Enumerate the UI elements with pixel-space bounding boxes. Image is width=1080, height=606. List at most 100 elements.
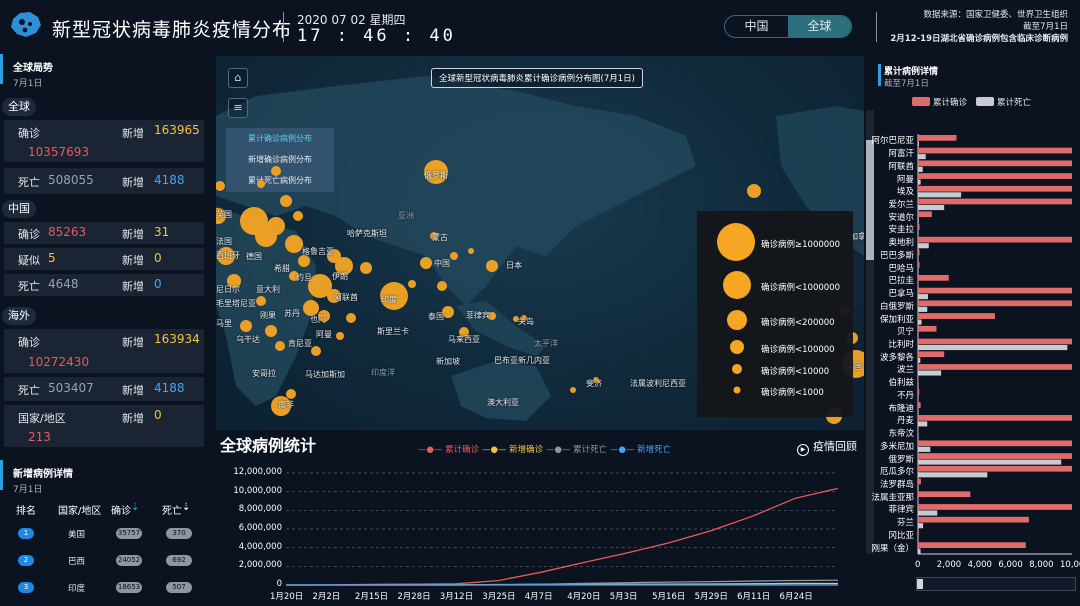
series-line [285,579,839,586]
x-tick-label: 6月24日 [779,592,813,602]
map-label: 尼日尔 [216,285,240,294]
country-label: 巴拿马 [888,289,914,300]
tab-china[interactable]: 中国 [744,19,769,33]
global-confirmed-row: 确诊 10357693 新增 163965 [4,120,204,162]
bar-confirmed [918,325,937,332]
death-label: 死亡 [18,280,40,293]
x-tick-label: 3月12日 [439,592,474,602]
table-row[interactable]: 2 巴西 24052 692 [0,555,206,573]
map-label: 马里 [216,319,232,328]
rank-badge: 1 [18,528,34,539]
bar-confirmed [918,224,920,230]
map-label: 乌干达 [236,335,260,344]
country-label: 安圭拉 [888,225,914,236]
map-label: 格鲁吉亚 [302,247,334,256]
layers-icon[interactable]: ≡ [228,98,248,118]
map-label: 刚果 [260,311,276,320]
legend-item-new-confirmed[interactable]: —●— 新增确诊 [482,445,544,455]
country-label: 冈比亚 [888,530,914,541]
legend-label: 新增死亡 [637,445,672,455]
bar-confirmed [918,236,1072,243]
global-new-deaths: 4188 [154,173,185,187]
y-tick-label: 4,000,000 [238,541,282,552]
legend-item-cumulative-deaths[interactable]: 累计死亡 [976,96,1031,108]
sort-icon[interactable]: ⇣ [182,502,191,513]
bar-confirmed [918,478,921,485]
menu-item-cumulative-confirmed[interactable]: 累计确诊病例分布 [248,134,312,143]
replay-button[interactable]: ▶ 疫情回顾 [797,438,857,456]
legend-item-confirmed[interactable]: —●— 累计确诊 [418,445,480,455]
col-deaths[interactable]: 死亡 [162,506,182,517]
china-confirmed-value: 85263 [48,225,87,239]
bar-confirmed [918,135,957,141]
table-row[interactable]: 1 美国 35757 370 [0,528,206,546]
country-label: 巴巴多斯 [879,250,914,261]
country-label: 阿联酋 [888,161,914,172]
bar-deaths [918,345,1068,351]
header: 新型冠状病毒肺炎疫情分布 2020 07 02 星期四 17 : 46 : 40… [0,0,1080,50]
hubei-note: 2月12-19日湖北省确诊病例包含临床诊断病例 [890,34,1068,44]
country-label: 波兰 [896,365,914,376]
legend-item-deaths[interactable]: —●— 累计死亡 [546,445,608,455]
country-label: 芬兰 [896,518,914,529]
legend-item-cumulative-confirmed[interactable]: 累计确诊 [912,96,967,108]
map-label: 伊朗 [332,272,348,281]
bar-confirmed [918,516,1029,523]
new-label: 新增 [122,254,144,267]
bar-deaths [918,154,926,160]
home-icon[interactable]: ⌂ [228,68,248,88]
x-tick-label: 2,000 [936,560,962,570]
bar-deaths [918,141,919,147]
global-deaths-value: 508055 [48,173,94,187]
y-tick-label: 6,000,000 [238,523,282,533]
overseas-confirmed-row: 确诊 10272430 新增 163934 [4,329,204,373]
y-tick-label: 0 [276,579,282,589]
legend-item-new-deaths[interactable]: —●— 新增死亡 [610,445,672,455]
map-label: 印度 [381,295,397,304]
legend-label: 累计确诊 [445,445,480,455]
col-confirmed[interactable]: 确诊 [111,506,131,517]
x-tick-label: 4月7日 [524,592,553,602]
country-label: 阿尔巴尼亚 [871,136,914,147]
zoom-slider[interactable] [916,577,1076,591]
virus-logo-icon [11,12,41,37]
map-label: 阿联酋 [334,293,358,302]
country-label: 法罗群岛 [879,480,914,490]
country-label: 法属圭亚那 [871,492,914,503]
scroll-thumb[interactable] [866,140,874,260]
menu-item-cumulative-deaths[interactable]: 累计死亡病例分布 [248,176,312,185]
x-tick-label: 3月25日 [482,592,516,602]
new-label: 新增 [122,228,144,241]
series-line [285,487,839,586]
legend-item: 确诊病例<1000 [761,388,824,398]
bar-deaths [918,472,988,478]
country-label: 巴哈马 [888,263,914,274]
sort-icon[interactable]: ⇣ [131,502,140,513]
legend-item: 确诊病例≥1000000 [761,240,840,250]
header-divider-right [876,12,877,42]
slider-handle[interactable] [917,579,923,589]
bar-confirmed [918,198,1072,205]
x-tick-label: 4,000 [967,560,992,570]
new-label: 新增 [122,336,144,349]
x-tick-label: 2月2日 [312,592,341,602]
details-scrollbar[interactable] [866,110,874,554]
map-label: 约旦 [296,273,312,282]
table-row[interactable]: 3 印度 18653 507 [0,582,206,600]
new-cases-title: 新增病例详情 7月1日 [0,460,206,495]
confirmed-pill: 35757 [116,528,142,539]
legend-label: 累计死亡 [573,445,608,455]
map-label: 也门 [310,315,326,324]
china-deaths-row: 死亡 4648 新增 0 [4,274,204,296]
bar-deaths [918,319,922,325]
bar-deaths [918,370,942,376]
bar-confirmed [918,351,945,358]
menu-item-new-confirmed[interactable]: 新增确诊病例分布 [248,155,312,164]
bar-confirmed [918,504,1072,510]
bar-deaths [918,548,921,554]
tab-global[interactable]: 全球 [788,16,851,37]
app-title: 新型冠状病毒肺炎疫情分布 [52,19,293,41]
world-map[interactable]: 全球新型冠状病毒肺炎累计确诊病例分布图(7月1日) ⌂ ≡ 累计确诊病例分布 新… [216,56,864,430]
y-tick-label: 2,000,000 [238,560,282,571]
bar-confirmed [918,440,1072,447]
